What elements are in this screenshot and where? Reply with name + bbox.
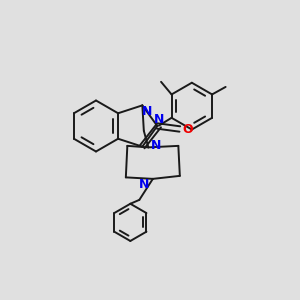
Text: N: N <box>142 105 152 118</box>
Text: N: N <box>139 178 150 191</box>
Text: O: O <box>182 122 193 136</box>
Text: N: N <box>151 140 161 152</box>
Text: N: N <box>154 112 165 125</box>
